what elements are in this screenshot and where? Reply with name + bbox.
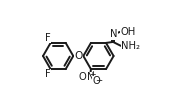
Text: −: − (95, 75, 103, 84)
Text: F: F (45, 33, 50, 43)
Text: O: O (79, 72, 87, 82)
Text: N: N (110, 29, 117, 39)
Text: OH: OH (121, 27, 136, 37)
Text: O: O (93, 76, 100, 86)
Text: F: F (45, 69, 50, 79)
Text: O: O (74, 51, 83, 61)
Text: NH₂: NH₂ (121, 41, 140, 51)
Text: N: N (87, 72, 94, 82)
Text: +: + (90, 70, 96, 79)
